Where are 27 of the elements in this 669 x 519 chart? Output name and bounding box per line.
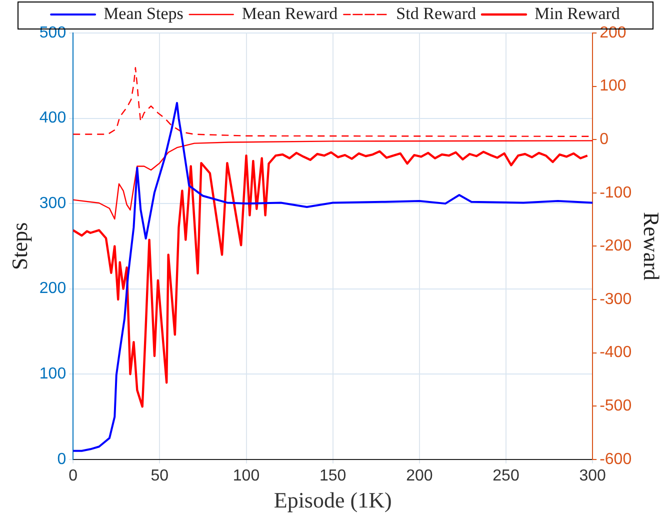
x-tick-label: 0 <box>68 467 78 484</box>
x-tick-label: 50 <box>150 467 169 484</box>
y2-tick-label: -100 <box>600 184 632 202</box>
y2-tick-label: -300 <box>600 290 632 308</box>
legend-label: Mean Reward <box>242 4 338 23</box>
legend-label: Min Reward <box>534 4 620 23</box>
y-tick-label: 200 <box>39 280 66 298</box>
y-tick-label: 0 <box>57 450 66 468</box>
y2-tick-label: 100 <box>600 78 626 95</box>
y2-tick-label: 0 <box>600 131 609 148</box>
y2-axis-title: Reward <box>639 212 664 280</box>
y2-tick-label: -200 <box>600 238 632 255</box>
y-axis-title: Steps <box>6 222 32 270</box>
x-tick-label: 150 <box>319 467 346 484</box>
x-tick-label: 100 <box>232 467 260 484</box>
y-tick-label: 400 <box>39 110 66 127</box>
y-tick-label: 100 <box>39 366 66 383</box>
legend-label: Std Reward <box>396 4 476 23</box>
y2-tick-label: -500 <box>600 398 632 415</box>
x-tick-label: 200 <box>406 467 433 484</box>
x-tick-label: 250 <box>492 467 520 484</box>
x-tick-label: 300 <box>579 467 606 484</box>
y2-tick-label: -400 <box>600 344 632 362</box>
y2-tick-label: -600 <box>600 450 632 468</box>
legend-label: Mean Steps <box>104 4 184 23</box>
y-tick-label: 300 <box>39 194 66 212</box>
x-axis-title: Episode (1K) <box>274 488 392 513</box>
